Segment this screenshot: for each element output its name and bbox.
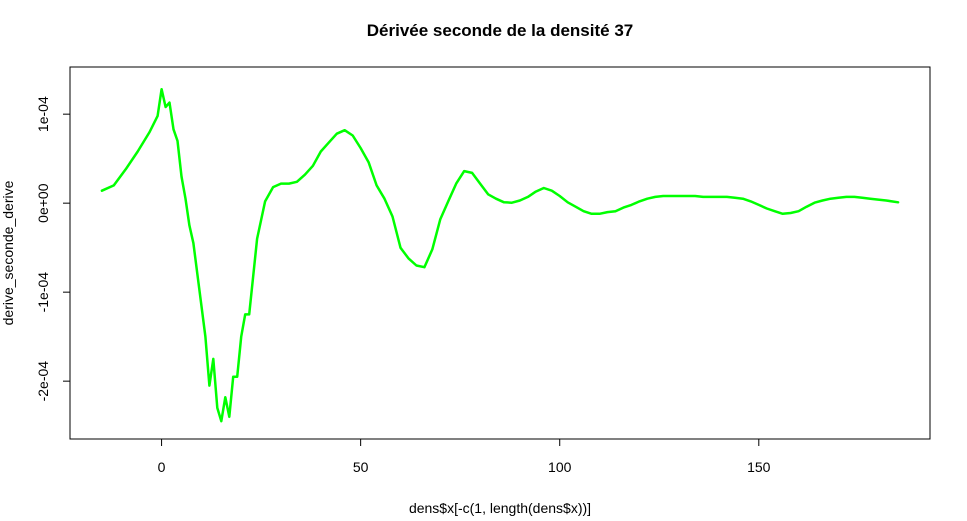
y-tick-label: 0e+00 <box>35 183 51 223</box>
y-tick-label: 1e-04 <box>35 96 51 132</box>
series-line <box>100 87 900 423</box>
chart-title: Dérivée seconde de la densité 37 <box>367 21 633 40</box>
y-tick-label: -2e-04 <box>35 361 51 402</box>
x-tick-label: 50 <box>353 459 369 475</box>
y-tick-label: -1e-04 <box>35 272 51 313</box>
y-axis: 1e-04 0e+00 -1e-04 -2e-04 <box>35 96 71 402</box>
x-axis: 0 50 100 150 <box>158 438 771 475</box>
y-axis-label: derive_seconde_derive <box>0 180 16 325</box>
x-tick-label: 0 <box>158 459 166 475</box>
plot-frame <box>69 66 931 440</box>
x-tick-label: 100 <box>548 459 572 475</box>
x-axis-label: dens$x[-c(1, length(dens$x))] <box>409 500 591 516</box>
x-tick-label: 150 <box>747 459 771 475</box>
